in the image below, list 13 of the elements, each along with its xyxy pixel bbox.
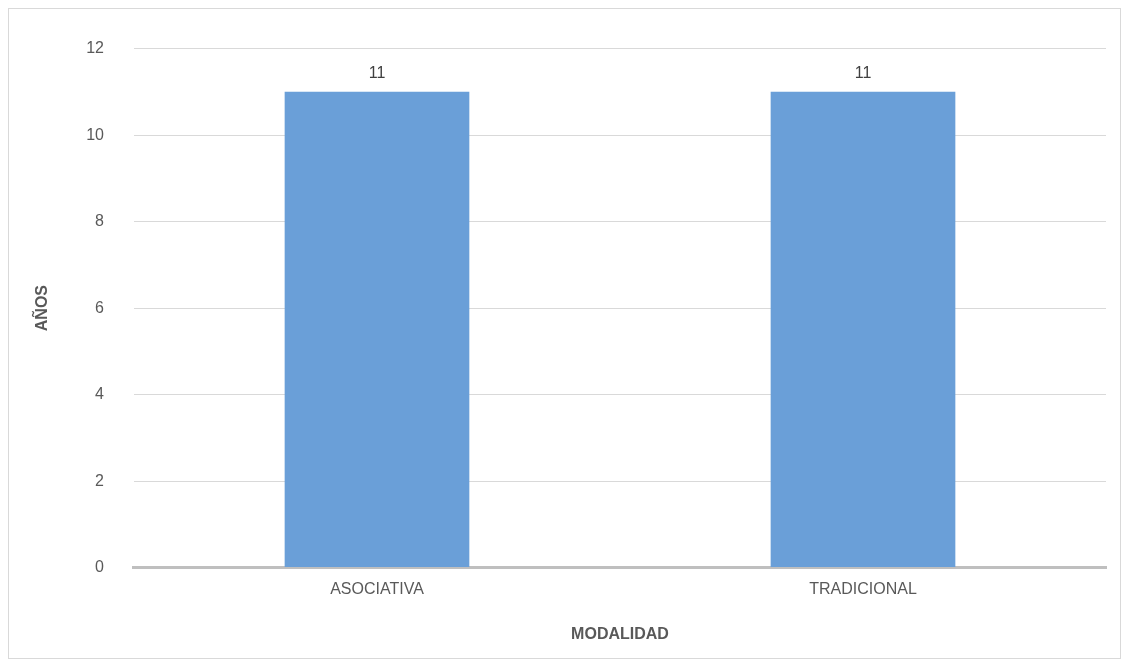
- y-tick-label: 12: [86, 39, 105, 57]
- y-axis-title: AÑOS: [31, 284, 51, 332]
- x-axis-title: MODALIDAD: [571, 624, 669, 642]
- y-tick-label: 6: [95, 298, 105, 316]
- data-label: 11: [368, 64, 386, 82]
- y-tick-label: 4: [95, 385, 105, 403]
- data-label: 11: [854, 64, 872, 82]
- y-tick-label: 0: [95, 558, 105, 576]
- y-tick-label: 2: [95, 471, 105, 489]
- y-tick-label: 8: [95, 212, 105, 230]
- y-tick-label: 10: [86, 125, 105, 143]
- x-tick-label: ASOCIATIVA: [330, 579, 425, 597]
- x-tick-label: TRADICIONAL: [809, 579, 917, 597]
